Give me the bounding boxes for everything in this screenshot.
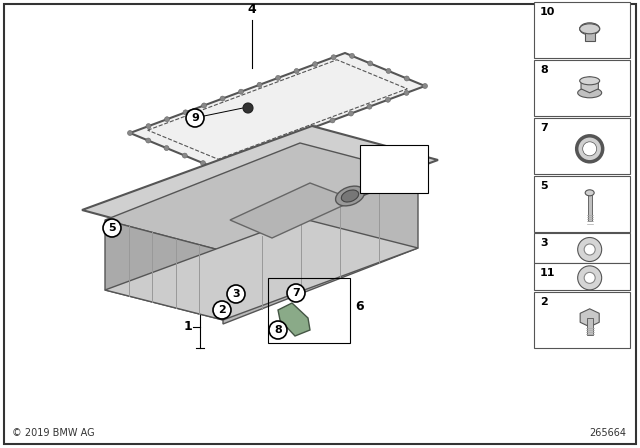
Text: 3: 3: [232, 289, 240, 299]
Polygon shape: [580, 309, 599, 327]
Text: 10: 10: [540, 7, 556, 17]
Circle shape: [213, 301, 231, 319]
Text: © 2019 BMW AG: © 2019 BMW AG: [12, 428, 95, 438]
Circle shape: [103, 219, 121, 237]
Bar: [534, 118, 630, 174]
Circle shape: [164, 117, 170, 122]
Bar: [534, 263, 630, 290]
Circle shape: [331, 55, 336, 60]
Text: 10: 10: [407, 171, 420, 181]
Circle shape: [293, 132, 298, 137]
Polygon shape: [105, 220, 223, 320]
Polygon shape: [130, 53, 425, 166]
Circle shape: [349, 53, 355, 58]
Circle shape: [202, 103, 207, 108]
Polygon shape: [105, 218, 418, 320]
Ellipse shape: [578, 88, 602, 98]
Text: 9: 9: [191, 113, 199, 123]
Bar: [534, 2, 630, 58]
Circle shape: [386, 69, 391, 73]
Text: 5: 5: [540, 181, 548, 191]
Bar: [587, 318, 593, 335]
Circle shape: [422, 83, 428, 89]
Circle shape: [146, 138, 151, 143]
Circle shape: [577, 136, 603, 162]
Text: 5: 5: [108, 223, 116, 233]
Circle shape: [256, 146, 261, 151]
Circle shape: [220, 96, 225, 101]
Circle shape: [582, 142, 596, 156]
Circle shape: [275, 138, 280, 144]
Circle shape: [406, 168, 422, 184]
Text: 11: 11: [540, 268, 556, 278]
Bar: [534, 233, 630, 263]
Text: 4: 4: [248, 3, 257, 16]
Text: 11: 11: [391, 153, 404, 163]
Ellipse shape: [341, 190, 358, 202]
Circle shape: [584, 244, 595, 255]
Ellipse shape: [580, 24, 600, 34]
Circle shape: [243, 103, 253, 113]
Circle shape: [348, 111, 353, 116]
Circle shape: [368, 61, 372, 66]
Bar: [534, 60, 630, 116]
Circle shape: [164, 146, 169, 151]
Text: 265664: 265664: [589, 428, 626, 438]
Polygon shape: [82, 126, 438, 244]
Circle shape: [367, 104, 372, 109]
Polygon shape: [105, 143, 418, 251]
Ellipse shape: [580, 77, 600, 85]
Text: 7: 7: [540, 123, 548, 133]
Circle shape: [312, 125, 316, 130]
Text: 1: 1: [183, 320, 192, 333]
Polygon shape: [230, 183, 355, 238]
Circle shape: [182, 153, 188, 158]
Circle shape: [578, 266, 602, 290]
Circle shape: [257, 82, 262, 87]
Circle shape: [294, 69, 299, 73]
Text: 3: 3: [540, 238, 548, 248]
Circle shape: [239, 89, 244, 94]
Polygon shape: [278, 303, 310, 336]
Circle shape: [578, 237, 602, 262]
Text: 6: 6: [355, 300, 364, 313]
Circle shape: [390, 150, 406, 166]
Circle shape: [269, 321, 287, 339]
Circle shape: [276, 75, 280, 80]
Circle shape: [584, 272, 595, 283]
Circle shape: [237, 152, 243, 157]
Bar: [360, 145, 428, 193]
Circle shape: [219, 159, 224, 164]
FancyBboxPatch shape: [4, 4, 636, 444]
Circle shape: [227, 285, 245, 303]
Circle shape: [385, 97, 390, 102]
Ellipse shape: [335, 186, 364, 206]
Circle shape: [312, 62, 317, 67]
Polygon shape: [223, 174, 418, 324]
Text: 7: 7: [292, 288, 300, 298]
Circle shape: [146, 124, 151, 129]
Ellipse shape: [585, 190, 594, 196]
Polygon shape: [581, 77, 598, 93]
Bar: [588, 193, 591, 221]
Bar: [585, 29, 595, 41]
Text: 2: 2: [540, 297, 548, 307]
Bar: [268, 278, 350, 343]
Circle shape: [183, 110, 188, 115]
Circle shape: [186, 109, 204, 127]
Circle shape: [127, 130, 132, 135]
Bar: [534, 176, 630, 232]
Circle shape: [404, 90, 409, 95]
Circle shape: [200, 161, 205, 166]
Ellipse shape: [580, 23, 600, 35]
Bar: [534, 292, 630, 348]
Text: 8: 8: [274, 325, 282, 335]
Text: 2: 2: [218, 305, 226, 315]
Circle shape: [330, 118, 335, 123]
Text: 8: 8: [540, 65, 548, 75]
Circle shape: [404, 76, 409, 81]
Circle shape: [287, 284, 305, 302]
